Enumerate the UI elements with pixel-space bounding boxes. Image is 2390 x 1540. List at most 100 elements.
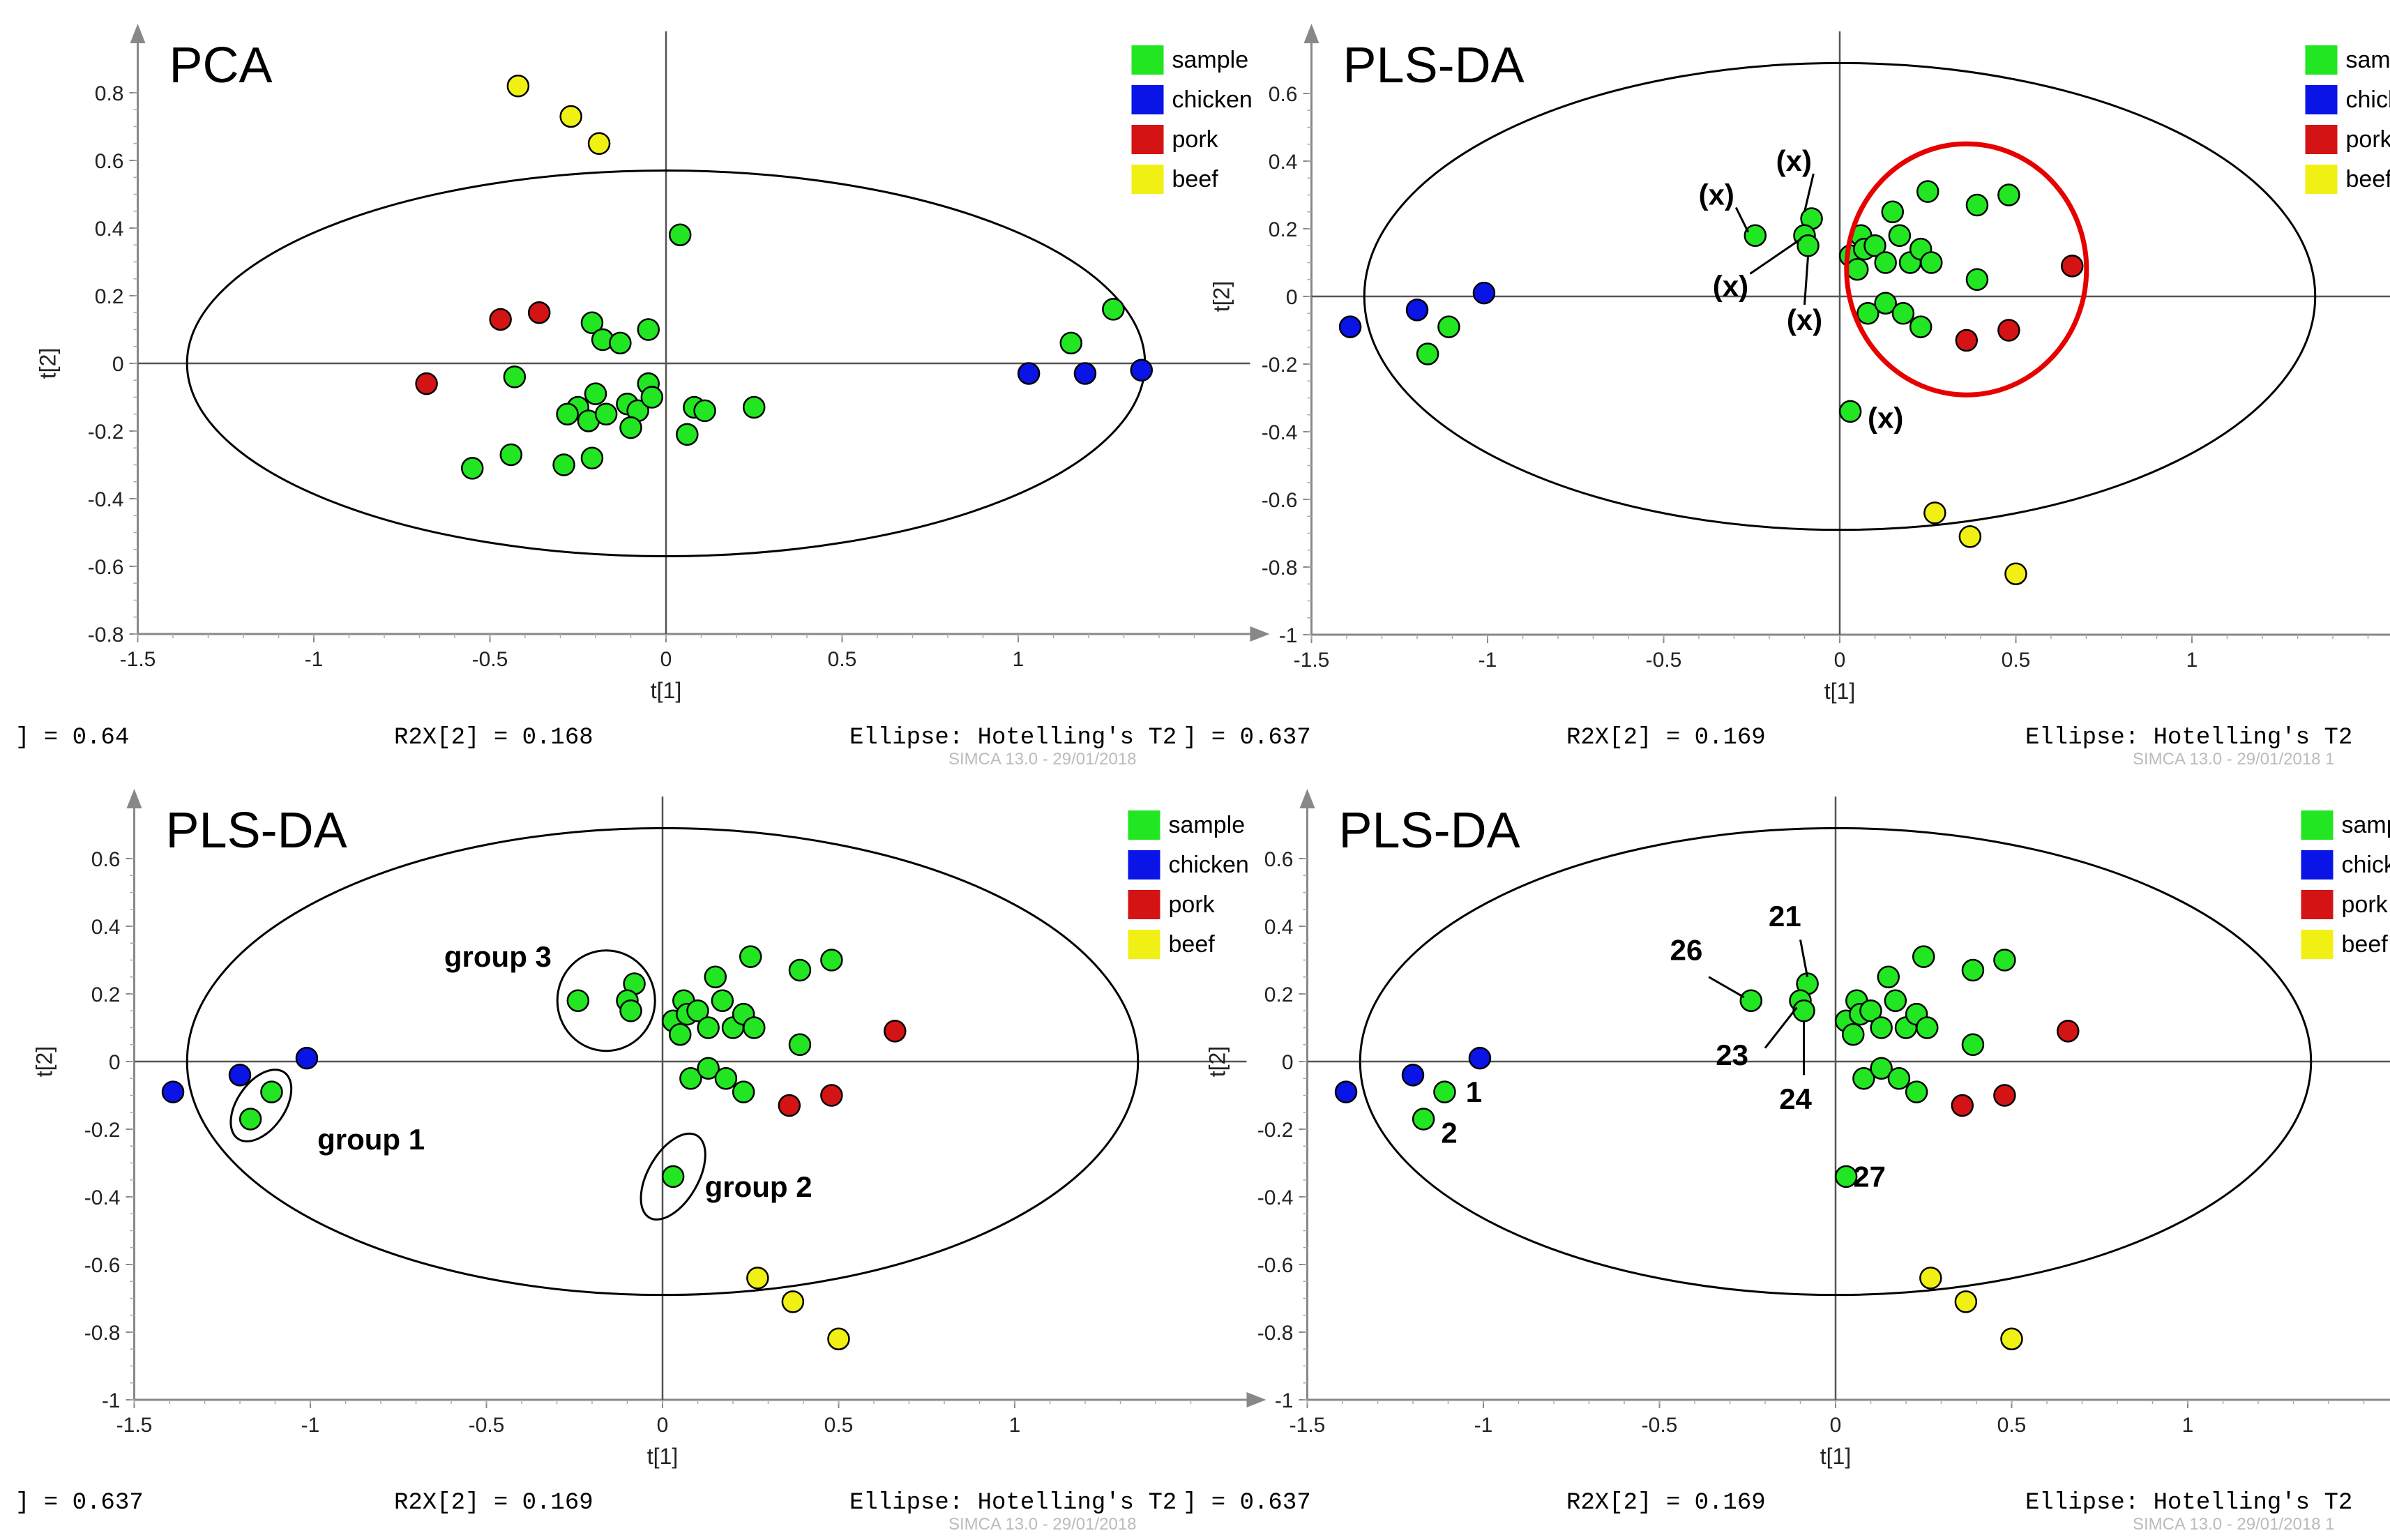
point-sample: [1881, 200, 1904, 223]
legend-swatch-pork: [1128, 890, 1160, 919]
group-outline-1: [229, 1069, 293, 1142]
point-chicken: [1130, 358, 1153, 382]
point-chicken: [1472, 281, 1496, 305]
point-chicken: [1468, 1046, 1492, 1070]
hotelling-ellipse: [1363, 61, 2317, 531]
x-tick-label: 0: [657, 1414, 669, 1437]
point-sample: [1993, 949, 2016, 972]
point-beef: [1923, 501, 1946, 524]
chart-title: PLS-DA: [166, 803, 347, 859]
legend-label-beef: beef: [2346, 166, 2390, 192]
footer-r2x2: R2X[2] = 0.169: [1566, 725, 1766, 751]
point-sample: [584, 382, 607, 405]
point-sample: [1416, 342, 1439, 365]
group-outline-3: [556, 949, 656, 1052]
point-chicken: [1338, 315, 1362, 338]
legend-label-beef: beef: [1169, 931, 1216, 958]
y-tick-label: -0.4: [84, 1186, 121, 1209]
group-label-2: group 2: [705, 1170, 812, 1203]
legend-label-sample: sample: [1172, 47, 1249, 73]
legend-label-pork: pork: [2346, 126, 2390, 153]
point-sample: [1739, 989, 1763, 1012]
x-axis-label: t[1]: [1824, 679, 1855, 704]
annotation-arrow: [1803, 173, 1815, 213]
point-sample: [1437, 315, 1460, 338]
legend-swatch-beef: [1131, 165, 1164, 194]
x-tick-label: 0: [1834, 649, 1846, 672]
annotation-arrow: [1749, 238, 1802, 275]
legend-label-chicken: chicken: [2346, 86, 2390, 113]
point-chicken: [1405, 299, 1429, 322]
point-sample: [668, 223, 692, 246]
legend-swatch-sample: [2305, 45, 2338, 75]
annotation-label: (x): [1787, 303, 1822, 336]
footer-watermark: SIMCA 13.0 - 29/01/2018: [948, 750, 1137, 769]
point-beef: [827, 1327, 850, 1350]
point-sample: [1909, 315, 1933, 338]
point-pork: [778, 1094, 801, 1117]
y-axis-arrow: [1299, 789, 1315, 808]
y-tick-label: -0.6: [1262, 489, 1298, 512]
y-axis-arrow: [1303, 24, 1319, 43]
y-axis-arrow: [130, 24, 146, 43]
point-sample: [1877, 965, 1900, 988]
y-tick-label: -0.4: [88, 488, 124, 511]
group-label-1: group 1: [317, 1123, 425, 1156]
legend-swatch-sample: [1128, 810, 1160, 840]
point-chicken: [1401, 1064, 1425, 1087]
legend-swatch-sample: [2301, 810, 2334, 840]
point-sample: [1916, 180, 1939, 203]
legend-swatch-beef: [2305, 165, 2338, 194]
point-sample: [594, 402, 618, 425]
legend-label-chicken: chicken: [2342, 852, 2390, 878]
x-tick-label: 1: [1013, 648, 1024, 671]
point-sample: [1965, 193, 1989, 217]
point-sample: [1792, 999, 1815, 1022]
annotation-arrow: [1799, 939, 1809, 978]
point-sample: [1102, 298, 1125, 321]
point-label-21: 21: [1769, 900, 1801, 933]
x-axis-label: t[1]: [651, 678, 681, 703]
point-pork: [1997, 319, 2020, 342]
point-sample: [260, 1080, 283, 1103]
point-sample: [820, 949, 843, 972]
point-sample: [637, 318, 660, 341]
point-sample: [711, 989, 734, 1012]
annotation-label: (x): [1699, 179, 1734, 211]
x-tick-label: -0.5: [1646, 649, 1682, 672]
legend-swatch-pork: [2305, 125, 2338, 154]
annotation-label: (x): [1713, 269, 1748, 302]
chart-panel-3: -1.5 -1 -0.5 0 0.5 10.60.40.20-0.2-0.4-0.6-0.…: [15, 789, 1266, 1534]
footer-r2x1: ] = 0.637: [1183, 1490, 1311, 1516]
x-tick-label: -1: [1474, 1414, 1493, 1437]
point-sample: [461, 457, 484, 480]
point-sample: [661, 1165, 685, 1188]
point-sample: [743, 395, 766, 419]
point-sample: [1874, 251, 1897, 274]
y-tick-label: 0.6: [1264, 848, 1294, 871]
point-sample: [1859, 999, 1882, 1022]
x-tick-label: -1.5: [116, 1414, 153, 1437]
legend-label-pork: pork: [1169, 891, 1216, 918]
point-sample: [556, 402, 579, 425]
footer-r2x2: R2X[2] = 0.168: [394, 725, 593, 751]
x-tick-label: 0.5: [1997, 1414, 2027, 1437]
footer-r2x2: R2X[2] = 0.169: [1566, 1490, 1766, 1516]
point-beef: [2004, 562, 2027, 585]
point-sample: [1433, 1080, 1456, 1103]
legend-swatch-chicken: [1131, 85, 1164, 114]
y-tick-label: 0.2: [1264, 983, 1294, 1006]
point-sample: [1874, 292, 1897, 315]
legend-label-sample: sample: [2342, 812, 2390, 838]
footer-watermark: SIMCA 13.0 - 29/01/2018 1: [2133, 1515, 2335, 1534]
x-tick-label: 0: [1830, 1414, 1842, 1437]
point-sample: [697, 1057, 720, 1080]
footer-r2x1: ] = 0.637: [1183, 725, 1311, 751]
y-tick-label: -0.6: [88, 556, 124, 579]
y-tick-label: 0.4: [91, 916, 121, 939]
point-sample: [1997, 183, 2020, 206]
y-tick-label: 0.8: [95, 82, 124, 105]
hotelling-ellipse: [1359, 826, 2313, 1297]
point-sample: [619, 416, 642, 439]
